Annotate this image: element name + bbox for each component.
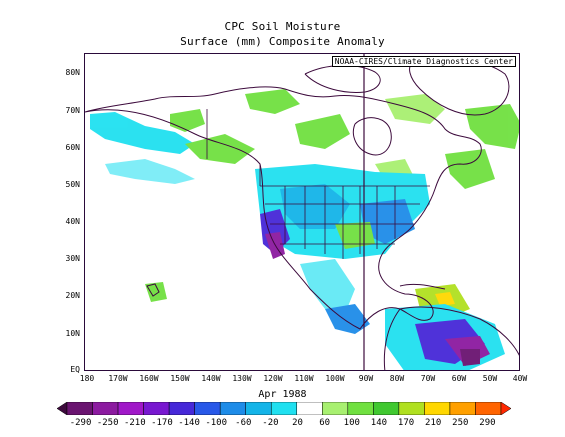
lon-tick-170w: 170W (108, 374, 128, 383)
colorbar-label: -100 (205, 418, 228, 428)
lon-tick-180: 180 (79, 374, 95, 383)
colorbar-swatch (219, 402, 246, 415)
anomaly-patch (245, 89, 300, 114)
lon-tick-100w: 100W (325, 374, 345, 383)
coastline-north-america (85, 86, 482, 330)
coastline-arctic-islands (304, 64, 381, 93)
colorbar-label: 210 (425, 418, 442, 428)
colorbar-label: -60 (235, 418, 252, 428)
colorbar-swatch (296, 402, 323, 415)
coastline-caribbean (399, 283, 446, 290)
colorbar-label: 60 (319, 418, 331, 428)
lat-tick-20n: 20N (65, 291, 80, 300)
colorbar-label: -140 (178, 418, 200, 428)
colorbar-label: 100 (343, 418, 360, 428)
lon-tick-90w: 90W (358, 374, 374, 383)
lon-tick-40w: 40W (512, 374, 528, 383)
anomaly-patch (360, 199, 415, 244)
anomaly-patch (105, 159, 195, 184)
colorbar-label: 250 (452, 418, 469, 428)
colorbar-swatch (194, 402, 221, 415)
colorbar-swatch (117, 402, 144, 415)
lat-tick-30n: 30N (65, 254, 80, 263)
colorbar-extend-high (500, 402, 511, 415)
anomaly-patch (445, 149, 495, 189)
colorbar-swatch (270, 402, 298, 415)
colorbar-swatch (449, 402, 476, 415)
map-svg (85, 54, 519, 370)
anomaly-patch (185, 134, 255, 164)
anomaly-patch (460, 349, 480, 366)
colorbar-label: -250 (96, 418, 119, 428)
lat-tick-40n: 40N (65, 217, 80, 226)
anomaly-patch (170, 109, 205, 132)
lon-tick-150w: 150W (170, 374, 190, 383)
anomaly-patch (295, 114, 350, 149)
colorbar-label: -20 (262, 418, 279, 428)
lon-tick-80w: 80W (389, 374, 405, 383)
chart-title: CPC Soil Moisture (224, 20, 341, 33)
anomaly-patch (335, 222, 375, 249)
colorbar-extend-low (57, 402, 68, 415)
anomaly-patch (145, 282, 167, 302)
lon-tick-60w: 60W (451, 374, 467, 383)
colorbar-swatch (347, 402, 374, 415)
anomaly-patch (325, 304, 370, 334)
anomaly-patch (260, 209, 290, 254)
lat-tick-50n: 50N (65, 180, 80, 189)
coastline-south-america (383, 306, 519, 370)
colorbar-swatch (143, 402, 170, 415)
colorbar-swatch (398, 402, 425, 415)
lat-tick-60n: 60N (65, 143, 80, 152)
lon-tick-160w: 160W (139, 374, 159, 383)
anomaly-patch (435, 292, 455, 306)
lon-tick-140w: 140W (201, 374, 221, 383)
lat-tick-70n: 70N (65, 106, 80, 115)
lon-tick-120w: 120W (263, 374, 283, 383)
state-boundaries (206, 109, 430, 259)
lon-tick-70w: 70W (420, 374, 436, 383)
colorbar-label: -290 (69, 418, 92, 428)
colorbar-swatch (66, 402, 93, 415)
colorbar-label: 140 (370, 418, 388, 428)
lon-tick-110w: 110W (294, 374, 314, 383)
coastline-hawaii (146, 283, 160, 297)
colorbar-swatch (424, 402, 451, 415)
anomaly-patch (300, 259, 355, 314)
anomaly-shading (90, 89, 519, 370)
colorbar-label: 20 (292, 418, 303, 428)
colorbar-swatch (92, 402, 119, 415)
anomaly-patch (385, 94, 445, 124)
colorbar-label: 290 (479, 418, 496, 428)
colorbar-swatch (475, 402, 502, 415)
map-plot-area: NOAA-CIRES/Climate Diagnostics Center (84, 53, 520, 371)
colorbar-label: 170 (397, 418, 415, 428)
anomaly-patch (90, 112, 195, 154)
anomaly-patch (280, 184, 350, 229)
colorbar (57, 402, 511, 415)
date-label: Apr 1988 (258, 389, 307, 400)
colorbar-swatch (245, 402, 272, 415)
lat-tick-eq: EQ (70, 365, 80, 374)
chart-subtitle: Surface (mm) Composite Anomaly (180, 35, 385, 48)
colorbar-swatch (168, 402, 195, 415)
colorbar-label: -210 (123, 418, 146, 428)
coastline-hudson-bay (352, 117, 392, 156)
lon-tick-50w: 50W (482, 374, 498, 383)
colorbar-swatch (322, 402, 349, 415)
anomaly-patch (465, 104, 519, 149)
lat-tick-10n: 10N (65, 329, 80, 338)
lat-tick-80n: 80N (65, 68, 80, 77)
colorbar-swatch (373, 402, 400, 415)
lon-tick-130w: 130W (232, 374, 252, 383)
colorbar-label: -170 (151, 418, 173, 428)
data-credit: NOAA-CIRES/Climate Diagnostics Center (331, 56, 516, 67)
